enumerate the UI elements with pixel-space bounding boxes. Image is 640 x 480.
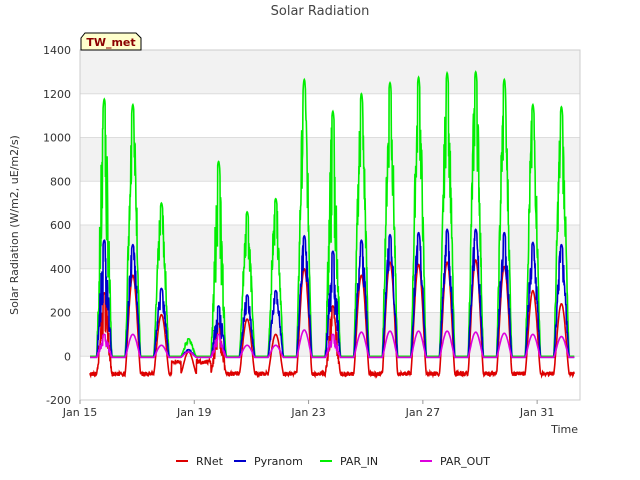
x-tick-label: Jan 15 (62, 406, 97, 419)
y-tick-label: 600 (50, 219, 71, 232)
x-tick-label: Jan 31 (519, 406, 554, 419)
x-tick-label: Jan 19 (176, 406, 211, 419)
legend-item-pyranom: Pyranom (234, 455, 303, 468)
x-tick-label: Jan 23 (290, 406, 325, 419)
station-badge-label: TW_met (86, 36, 135, 49)
plot-band (80, 50, 580, 94)
x-axis-ticks: Jan 15 Jan 19 Jan 23 Jan 27 Jan 31 (62, 400, 554, 419)
y-tick-label: 800 (50, 175, 71, 188)
x-axis-label: Time (550, 423, 578, 436)
legend-label: PAR_OUT (440, 455, 490, 468)
series-layer (89, 70, 576, 379)
chart-title: Solar Radiation (271, 4, 370, 19)
series-line-rnet (89, 258, 576, 379)
series-line-par-out (90, 329, 575, 359)
y-tick-label: 200 (50, 307, 71, 320)
plot-frame (79, 49, 581, 401)
y-tick-label: 0 (64, 350, 71, 363)
station-badge: TW_met (80, 32, 142, 51)
legend-item-rnet: RNet (176, 455, 224, 468)
y-tick-label: 400 (50, 263, 71, 276)
y-tick-label: 1200 (43, 88, 71, 101)
y-axis-ticks: -200 0 200 400 600 800 1000 1200 1400 (43, 44, 71, 407)
station-badge-shape (80, 32, 142, 51)
legend-item-par-out: PAR_OUT (420, 455, 490, 468)
legend-label: PAR_IN (340, 455, 378, 468)
legend: RNet Pyranom PAR_IN PAR_OUT (176, 455, 490, 468)
y-tick-label: 1000 (43, 132, 71, 145)
y-tick-label: -200 (46, 394, 71, 407)
legend-label: Pyranom (254, 455, 303, 468)
series-line-par-in (90, 70, 575, 358)
y-tick-label: 1400 (43, 44, 71, 57)
y-axis-label: Solar Radiation (W/m2, uE/m2/s) (8, 135, 21, 315)
plot-band (80, 93, 580, 138)
legend-label: RNet (196, 455, 224, 468)
legend-item-par-in: PAR_IN (320, 455, 378, 468)
x-tick-label: Jan 27 (405, 406, 440, 419)
